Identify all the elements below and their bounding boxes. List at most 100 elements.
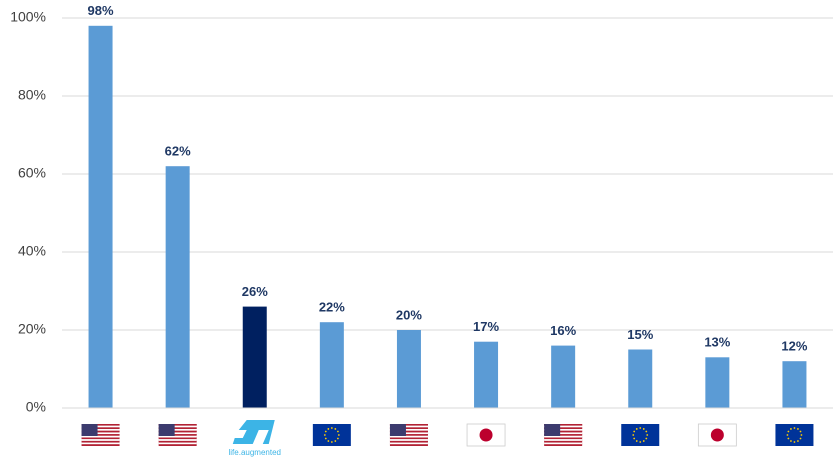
flag-star	[639, 441, 642, 443]
bar	[782, 361, 807, 408]
flag-stripe	[158, 434, 197, 436]
flag-stripe	[81, 429, 120, 431]
flag-stripe	[158, 432, 197, 435]
flag-stripe	[158, 437, 197, 440]
flag-field	[621, 424, 660, 446]
flag-star	[635, 440, 638, 442]
flag-star	[327, 440, 330, 442]
flag-star	[799, 430, 802, 433]
flag-star	[323, 434, 326, 436]
flag-icon	[775, 424, 814, 446]
flag-star	[790, 428, 792, 430]
flag-canton	[544, 424, 561, 436]
flag-star	[337, 430, 339, 433]
flag-star	[790, 440, 792, 442]
flag-star	[633, 430, 636, 433]
flag-stripe	[389, 437, 428, 440]
flag-stripe	[544, 440, 583, 443]
flag-canton	[389, 424, 406, 436]
flag-star	[797, 440, 799, 442]
flag-icon	[312, 424, 351, 446]
flag-stripe	[389, 444, 428, 446]
flag-canton	[158, 424, 175, 436]
flag-star	[786, 434, 789, 436]
value-label: 22%	[319, 300, 345, 315]
flag-stripe	[389, 430, 428, 433]
flag-icon	[158, 424, 197, 446]
flag-stripe	[389, 435, 428, 438]
flag-stripe	[389, 425, 428, 428]
flag-stripe	[158, 442, 197, 445]
flag-stripe	[158, 444, 197, 446]
bar	[474, 341, 499, 408]
flag-star	[645, 437, 648, 440]
y-tick-label: 80%	[18, 87, 46, 103]
flag-star	[787, 437, 790, 440]
flag-stripe	[81, 439, 120, 441]
flag-stripe	[81, 442, 120, 445]
flag-star	[642, 440, 645, 442]
value-label: 20%	[396, 307, 422, 322]
flag-stripe	[81, 430, 120, 433]
flag-star	[800, 434, 803, 436]
flag-icon	[544, 424, 583, 446]
flag-stripe	[81, 435, 120, 438]
x-tick-label: life.augmented	[229, 448, 281, 457]
flag-star	[797, 428, 799, 430]
flag-star	[787, 430, 790, 433]
flag-star	[793, 427, 796, 429]
flag-star	[337, 434, 340, 436]
value-label: 12%	[781, 339, 807, 354]
flag-stripe	[158, 424, 197, 426]
bar	[396, 330, 421, 408]
flag-star	[639, 427, 642, 429]
bar	[242, 306, 267, 408]
value-label: 13%	[704, 335, 730, 350]
flag-star	[324, 437, 327, 440]
flag-stripe	[158, 429, 197, 431]
flag-stripe	[544, 444, 583, 446]
flag-stripe	[544, 425, 583, 428]
y-tick-label: 40%	[18, 243, 46, 259]
value-label: 15%	[627, 327, 653, 342]
bar	[165, 166, 190, 408]
flag-stripe	[544, 442, 583, 445]
flag-stripe	[158, 430, 197, 433]
flag-stripe	[81, 444, 120, 446]
flag-stripe	[544, 439, 583, 441]
y-tick-label: 0%	[26, 399, 46, 415]
flag-stripe	[544, 437, 583, 440]
value-label: 98%	[88, 3, 114, 18]
y-tick-label: 100%	[10, 9, 46, 25]
flag-stripe	[81, 427, 120, 430]
value-label: 16%	[550, 323, 576, 338]
bar	[628, 349, 653, 408]
flag-stripe	[389, 439, 428, 441]
bar	[551, 345, 576, 408]
flag-star	[324, 430, 327, 433]
flag-stripe	[389, 440, 428, 443]
y-tick-label: 60%	[18, 165, 46, 181]
flag-icon	[466, 423, 506, 447]
flag-star	[334, 428, 337, 430]
flag-stripe	[389, 432, 428, 435]
flag-icon	[232, 420, 275, 444]
flag-stripe	[81, 424, 120, 426]
flag-star	[334, 440, 337, 442]
value-label: 26%	[242, 284, 268, 299]
flag-star	[330, 427, 333, 429]
y-tick-label: 20%	[18, 321, 46, 337]
flag-stripe	[544, 435, 583, 438]
flag-stripe	[544, 429, 583, 431]
flag-star	[642, 428, 645, 430]
flag-stripe	[544, 432, 583, 435]
bar	[319, 322, 344, 408]
bar	[88, 25, 113, 409]
flag-star	[799, 437, 802, 440]
flag-star	[633, 437, 636, 440]
flag-stripe	[158, 439, 197, 441]
bar	[705, 357, 730, 408]
flag-stripe	[81, 425, 120, 428]
flag-stripe	[544, 424, 583, 426]
